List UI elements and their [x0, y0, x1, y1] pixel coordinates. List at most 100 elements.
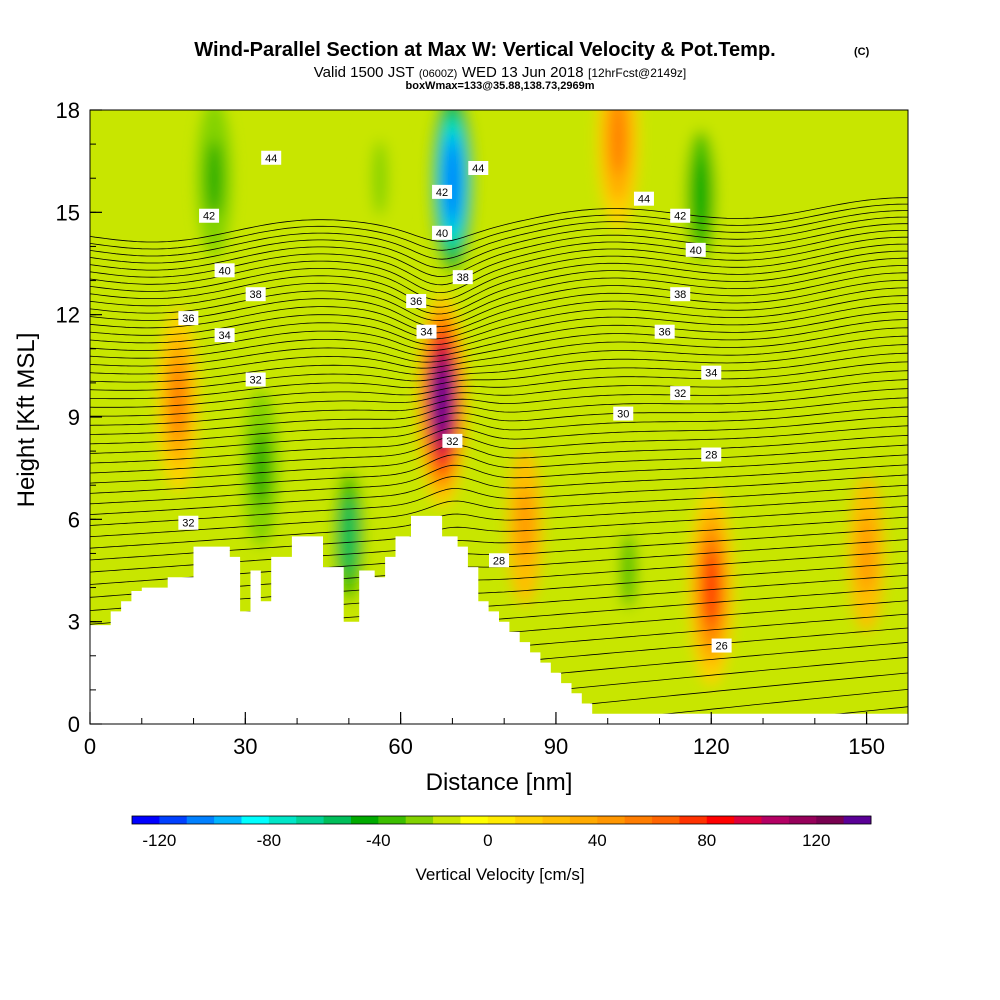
isentrope-line [90, 425, 908, 474]
isentrope-line [90, 287, 908, 340]
contour-label: 32 [670, 386, 691, 401]
isentrope-line [90, 265, 908, 321]
contour-label: 38 [670, 287, 691, 302]
isentrope-line [90, 216, 908, 269]
w-feature [196, 110, 232, 257]
colorbar-swatch [679, 816, 708, 824]
y-axis: 0 3 6 9 12 15 18 [56, 98, 102, 737]
contour-label-text: 32 [674, 388, 686, 400]
contour-label: 42 [432, 184, 453, 199]
isentrope-line [90, 454, 908, 505]
w-feature [507, 447, 543, 605]
contour-label: 32 [178, 515, 199, 530]
colorbar-swatch [515, 816, 543, 824]
colorbar-swatch [241, 816, 270, 824]
isentrope-line [90, 495, 908, 549]
subtitle-fcst: [12hrFcst@2149z] [588, 66, 686, 80]
colorbar: -120 -80 -40 0 40 80 120 [131, 815, 872, 850]
colorbar-label: Vertical Velocity [cm/s] [415, 865, 584, 884]
contour-label: 40 [214, 263, 235, 278]
contour-label-text: 26 [715, 641, 727, 653]
contour-label-text: 40 [218, 265, 230, 277]
isentrope-line [90, 484, 908, 538]
w-feature [597, 110, 639, 230]
contour-label-text: 44 [265, 153, 277, 165]
isentrope-line [90, 406, 908, 454]
x-axis-label: Distance [nm] [426, 769, 573, 796]
isentrope-line [90, 197, 908, 243]
colorbar-swatch [186, 816, 215, 824]
x-tick-label: 30 [233, 734, 257, 759]
y-tick-label: 0 [68, 712, 80, 737]
colorbar-swatch [487, 816, 516, 824]
isentrope-line [90, 311, 908, 359]
contour-label-text: 42 [674, 211, 686, 223]
colorbar-swatch [460, 816, 489, 824]
colorbar-swatch [706, 816, 735, 824]
isentrope-line [90, 379, 908, 426]
isentrope-line [90, 335, 908, 383]
x-axis: 0 30 60 90 120 150 [84, 712, 885, 759]
isentrope-line [90, 361, 908, 408]
contour-label-text: 42 [436, 187, 448, 199]
isentrope-line [90, 210, 908, 260]
contour-label: 34 [416, 324, 437, 339]
contour-label-text: 44 [472, 163, 484, 175]
colorbar-tick-label: 80 [697, 831, 716, 850]
colorbar-tick-label: -120 [142, 831, 176, 850]
isentrope-line [90, 464, 908, 515]
contour-label-text: 38 [457, 272, 469, 284]
w-feature [243, 389, 279, 547]
contour-label-text: 38 [250, 289, 262, 301]
isentrope-line [90, 257, 908, 315]
y-tick-label: 18 [56, 98, 80, 123]
colorbar-swatch [569, 816, 598, 824]
w-feature [362, 110, 398, 257]
isentrope-line [90, 319, 908, 367]
contour-label-text: 34 [218, 330, 230, 342]
contour-label: 26 [711, 638, 732, 653]
colorbar-swatch [652, 816, 680, 824]
contour-label: 42 [199, 208, 220, 223]
isentrope-line [90, 352, 908, 400]
colorbar-swatch [268, 816, 297, 824]
colorbar-swatch [433, 816, 461, 824]
contour-label: 28 [701, 447, 722, 462]
contour-label: 44 [633, 191, 654, 206]
isentrope-line [90, 243, 908, 301]
box-info: boxWmax=133@35.88,138.73,2969m [406, 80, 595, 92]
title-mark: (C) [854, 46, 870, 58]
subtitle-valid: Valid 1500 JST [314, 64, 415, 81]
isentrope-line [90, 344, 908, 391]
colorbar-swatch [734, 816, 762, 824]
colorbar-swatch [350, 816, 379, 824]
contour-label: 36 [178, 311, 199, 326]
contour-label: 40 [432, 225, 453, 240]
x-tick-label: 90 [544, 734, 568, 759]
colorbar-tick-label: -40 [366, 831, 391, 850]
contour-label: 38 [452, 270, 473, 285]
contour-label-text: 36 [410, 296, 422, 308]
subtitle-date: WED 13 Jun 2018 [462, 64, 584, 81]
contour-label: 38 [245, 287, 266, 302]
contour-label-text: 32 [182, 518, 194, 530]
contour-label-text: 28 [705, 450, 717, 462]
isentrope-line [90, 272, 908, 328]
contour-label: 34 [214, 328, 235, 343]
isentrope-line [90, 434, 908, 484]
isentrope-line [90, 474, 908, 526]
w-feature [157, 308, 199, 492]
contour-label-text: 32 [250, 374, 262, 386]
colorbar-swatch [296, 816, 324, 824]
contour-label: 30 [613, 406, 634, 421]
isentrope-line [90, 388, 908, 435]
x-tick-label: 120 [693, 734, 730, 759]
w-feature [417, 292, 467, 508]
contour-label-text: 28 [493, 555, 505, 567]
colorbar-swatch [597, 816, 626, 824]
y-axis-label: Height [Kft MSL] [13, 333, 40, 508]
plot-area: 44 42 40 38 36 34 32 32 44 42 40 38 36 34 32 28 44 42 40 38… [90, 110, 908, 724]
y-tick-label: 15 [56, 200, 80, 225]
colorbar-tick-label: 40 [588, 831, 607, 850]
